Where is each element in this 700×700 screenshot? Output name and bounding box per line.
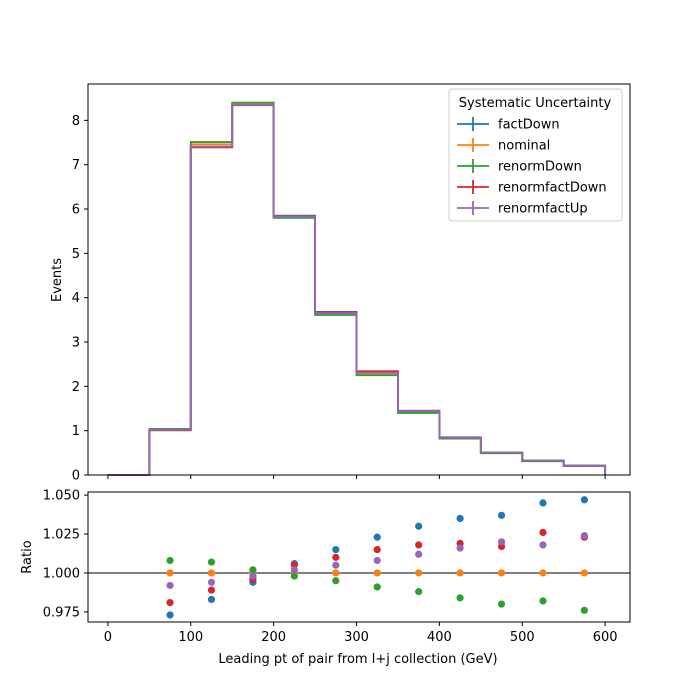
ratio-point-renormfactdown	[332, 553, 340, 561]
legend-label-renormdown: renormDown	[498, 160, 582, 175]
ratio-point-renormfactup	[290, 566, 298, 574]
ratio-point-renormfactdown	[373, 546, 381, 554]
legend-label-renormfactup: renormfactUp	[498, 202, 588, 217]
ratio-point-factdown	[373, 533, 381, 541]
ratio-point-nominal	[207, 569, 216, 577]
ratio-point-renormdown	[290, 572, 298, 580]
x-tick-label: 600	[593, 630, 618, 645]
main-y-tick-label: 3	[72, 336, 80, 351]
legend-items: factDown nominal renormDown renormfactDown r…	[457, 117, 607, 217]
ratio-y-tick-label: 1.050	[43, 489, 80, 504]
ratio-point-factdown	[539, 499, 547, 507]
ratio-point-renormfactup	[166, 581, 174, 590]
main-y-axis-label: Events	[50, 258, 65, 302]
main-y-tick-label: 0	[72, 469, 80, 484]
main-y-tick-label: 7	[72, 158, 80, 173]
ratio-point-renormdown	[456, 594, 464, 602]
ratio-point-nominal	[415, 569, 423, 577]
ratio-point-nominal	[497, 569, 506, 577]
main-y-tick-label: 6	[72, 203, 80, 218]
ratio-point-renormfactup	[249, 572, 257, 580]
ratio-point-renormdown	[539, 597, 547, 605]
ratio-point-renormfactup	[332, 561, 340, 569]
ratio-point-factdown	[332, 546, 340, 554]
ratio-point-renormdown	[373, 583, 381, 591]
ratio-y-tick-label: 1.000	[43, 566, 80, 581]
ratio-point-factdown	[497, 511, 506, 519]
ratio-point-renormfactup	[580, 531, 589, 540]
ratio-y-tick-label: 0.975	[43, 605, 80, 620]
main-y-axis-ticks: 0 1 2 3 4 5 6 7 8	[72, 114, 88, 484]
ratio-panel: 0.975 1.000 1.025 1.050 0 100 200 300 400 500 600…	[20, 489, 631, 667]
ratio-points-group	[166, 496, 589, 619]
legend-label-renormfactdown: renormfactDown	[498, 181, 607, 196]
histogram-renormfactup	[107, 103, 607, 476]
ratio-point-renormfactup	[456, 544, 464, 552]
ratio-y-axis-label: Ratio	[20, 540, 35, 573]
ratio-point-nominal	[580, 569, 589, 577]
ratio-point-renormdown	[580, 606, 589, 614]
ratio-point-renormdown	[249, 566, 257, 574]
ratio-point-renormfactup	[207, 578, 216, 586]
legend-label-nominal: nominal	[498, 139, 550, 154]
ratio-point-factdown	[415, 522, 423, 530]
ratio-point-nominal	[456, 569, 464, 577]
ratio-point-renormfactup	[497, 538, 506, 546]
x-axis-label: Leading pt of pair from l+j collection (…	[218, 652, 497, 667]
histogram-series-group	[107, 101, 607, 476]
x-tick-label: 500	[510, 630, 535, 645]
x-tick-label: 100	[178, 630, 203, 645]
ratio-point-renormfactdown	[415, 541, 423, 549]
ratio-point-renormdown	[207, 558, 216, 566]
legend-box	[448, 88, 623, 222]
ratio-point-nominal	[539, 569, 547, 577]
x-tick-label: 300	[344, 630, 369, 645]
ratio-x-axis-ticks: 0 100 200 300 400 500 600	[104, 622, 618, 645]
ratio-point-nominal	[332, 569, 340, 577]
ratio-point-renormfactdown	[207, 586, 216, 594]
ratio-point-nominal	[166, 569, 174, 577]
legend-label-factdown: factDown	[498, 118, 560, 133]
ratio-point-factdown	[166, 611, 174, 619]
legend: Systematic Uncertainty factDown nominal re…	[448, 88, 623, 222]
ratio-point-renormdown	[166, 556, 174, 565]
x-tick-label: 200	[261, 630, 286, 645]
main-y-tick-label: 1	[72, 424, 80, 439]
ratio-point-renormfactdown	[166, 598, 174, 607]
main-y-tick-label: 8	[72, 114, 80, 129]
ratio-point-renormdown	[332, 577, 340, 585]
ratio-point-renormdown	[415, 588, 423, 596]
ratio-point-factdown	[580, 496, 589, 504]
main-histogram-panel: 0 1 2 3 4 5 6 7 8 Events Systematic Uncertainty …	[50, 83, 631, 484]
ratio-point-factdown	[207, 595, 216, 604]
ratio-point-nominal	[373, 569, 381, 577]
ratio-point-renormfactup	[539, 541, 547, 549]
main-y-tick-label: 5	[72, 247, 80, 262]
main-x-axis-ticks	[107, 475, 606, 479]
x-tick-label: 0	[104, 630, 112, 645]
ratio-point-renormdown	[497, 600, 506, 608]
ratio-point-renormfactup	[415, 550, 423, 558]
main-y-tick-label: 4	[72, 291, 80, 306]
x-tick-label: 400	[427, 630, 452, 645]
ratio-y-axis-ticks: 0.975 1.000 1.025 1.050	[43, 489, 88, 620]
ratio-point-factdown	[456, 514, 464, 523]
legend-title: Systematic Uncertainty	[459, 96, 612, 111]
main-y-tick-label: 2	[72, 380, 80, 395]
ratio-point-renormfactup	[373, 556, 381, 565]
ratio-point-renormfactdown	[539, 528, 547, 537]
ratio-plot-frame	[87, 491, 631, 623]
main-plot-frame	[87, 83, 631, 476]
ratio-y-tick-label: 1.025	[43, 528, 80, 543]
